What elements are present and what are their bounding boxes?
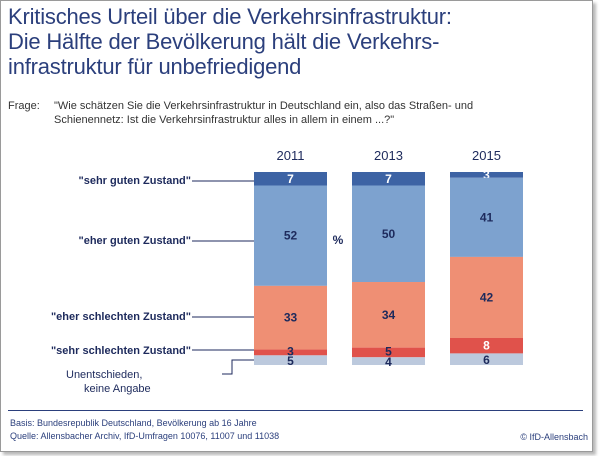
legend-label-3: "eher schlechten Zustand": [51, 311, 191, 323]
data-label-2011-2: 52: [284, 229, 298, 243]
data-label-2015-1: 3: [483, 168, 490, 182]
footer-copyright: © IfD-Allensbach: [520, 432, 588, 442]
data-label-2011-4: 3: [287, 344, 294, 358]
year-label-2013: 2013: [374, 148, 403, 163]
year-label-2015: 2015: [472, 148, 501, 163]
legend-connector-5: [222, 359, 254, 375]
data-label-2011-3: 33: [284, 311, 298, 325]
year-label-2011: 2011: [277, 148, 305, 163]
unit-label: %: [333, 233, 344, 247]
footer-source: Quelle: Allensbacher Archiv, IfD-Umfrage…: [10, 431, 280, 441]
data-label-2013-5: 4: [385, 355, 392, 369]
legend-label-1: "sehr guten Zustand": [79, 175, 192, 187]
data-label-2013-4: 5: [385, 344, 392, 358]
bar-segment-2015-5: [450, 353, 523, 365]
bar-segment-2011-5: [254, 355, 327, 365]
bar-segment-2013-1: [352, 172, 425, 186]
footer-divider: [8, 410, 583, 411]
data-label-2011-1: 7: [287, 172, 294, 186]
bar-segment-2013-2: [352, 185, 425, 283]
legend-label-4: "sehr schlechten Zustand": [51, 345, 191, 357]
bar-segment-2011-3: [254, 285, 327, 350]
bar-segment-2015-4: [450, 337, 523, 354]
data-label-2011-5: 5: [287, 354, 294, 368]
bar-segment-2015-1: [450, 172, 523, 178]
legend-label-5: Unentschieden, keine Angabe: [66, 369, 151, 395]
bar-segment-2013-4: [352, 347, 425, 358]
bar-segment-2011-2: [254, 185, 327, 286]
data-label-2013-1: 7: [385, 172, 392, 186]
bar-segment-2011-4: [254, 349, 327, 356]
question-text: "Wie schätzen Sie die Verkehrsinfrastruk…: [54, 100, 474, 126]
question-label: Frage:: [8, 100, 40, 112]
data-label-2013-3: 34: [382, 308, 396, 322]
footer-basis: Basis: Bundesrepublik Deutschland, Bevöl…: [10, 418, 257, 428]
bar-segment-2013-3: [352, 282, 425, 348]
bar-segment-2013-5: [352, 357, 425, 365]
data-label-2015-5: 6: [483, 353, 490, 367]
data-label-2015-2: 41: [480, 210, 494, 224]
chart-title: Kritisches Urteil über die Verkehrsinfra…: [8, 4, 452, 79]
bar-segment-2011-1: [254, 172, 327, 186]
bar-segment-2015-3: [450, 256, 523, 338]
data-label-2015-4: 8: [483, 339, 490, 353]
legend-label-2: "eher guten Zustand": [79, 235, 192, 247]
data-label-2015-3: 42: [480, 290, 494, 304]
data-label-2013-2: 50: [382, 227, 396, 241]
bar-segment-2015-2: [450, 177, 523, 257]
